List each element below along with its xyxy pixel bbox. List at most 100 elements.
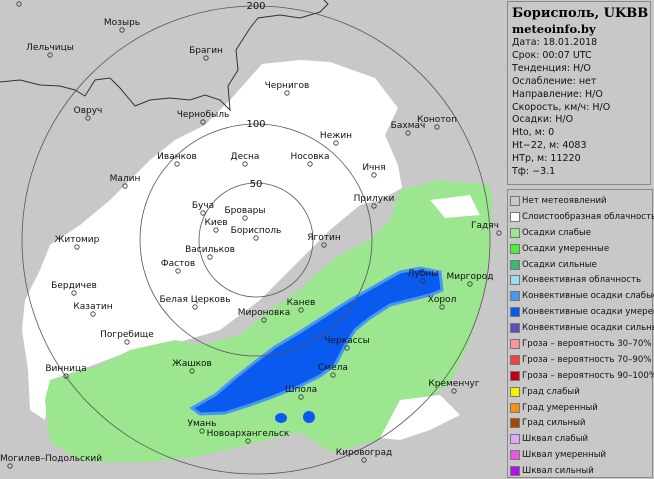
city-label: Канев (287, 298, 316, 308)
convective-cell (275, 413, 287, 423)
legend-label: Осадки сильные (522, 259, 597, 270)
legend-label: Град сильный (522, 418, 586, 429)
legend-swatch (510, 354, 520, 365)
range-ring-50 (198, 182, 314, 298)
city-marker (200, 119, 206, 125)
city-label: Белая Церковь (159, 295, 230, 305)
info-line: Дата: 18.01.2018 (512, 37, 598, 48)
city-marker (85, 115, 91, 121)
range-ring-100 (139, 123, 373, 357)
city-label: Смела (318, 363, 348, 373)
city-marker (420, 278, 426, 284)
city-label: Кировоград (336, 448, 392, 458)
stratiform-cloud-area (22, 60, 402, 420)
city-label: Нежин (320, 131, 352, 141)
city-label: Яготин (307, 233, 341, 243)
convective-cell (303, 411, 315, 423)
legend-swatch (510, 386, 520, 397)
info-line: Скорость, км/ч: Н/О (512, 101, 611, 113)
city-label: Мозырь (104, 18, 140, 28)
city-label: Мироновка (238, 308, 290, 318)
city-marker (174, 161, 180, 167)
city-label: Житомир (55, 235, 100, 245)
legend-item: Осадки умеренные (510, 241, 652, 257)
city-marker (124, 339, 130, 345)
legend-swatch (510, 338, 520, 349)
legend-label: Конвективные осадки слабые (522, 291, 654, 302)
city-marker (307, 161, 313, 167)
legend-item: Конвективные осадки умерен. (510, 304, 654, 320)
city-label: Новоархангельск (207, 429, 290, 439)
city-label: Гадяч (471, 221, 499, 231)
legend-swatch (510, 307, 520, 318)
city-label: Брагин (189, 46, 223, 56)
legend-item: Гроза – вероятность 30–70% (510, 336, 652, 352)
city-label: Жашков (172, 359, 212, 369)
info-line: Осадки: Н/О (512, 114, 574, 126)
info-line: Ht−22, м: 4083 (512, 140, 587, 152)
legend-item: Осадки слабые (510, 225, 652, 241)
legend-swatch (510, 243, 520, 254)
legend-item: Гроза – вероятность 70–90% (510, 352, 652, 368)
range-ring-200 (21, 5, 491, 475)
city-marker (90, 311, 96, 317)
city-label: Казатин (73, 302, 112, 312)
city-label: Малин (110, 174, 141, 184)
legend-swatch (510, 418, 520, 429)
legend-label: Нет метеоявлений (522, 195, 607, 206)
city-marker (405, 130, 411, 136)
city-label: Лельчицы (26, 43, 74, 53)
radar-info-panel: Борисполь, UKBB meteoinfo.by Дата: 18.01… (507, 1, 651, 185)
city-label: Борисполь (231, 226, 282, 236)
city-label: Десна (231, 152, 260, 162)
legend-swatch (510, 211, 520, 222)
city-label: Чернобыль (177, 110, 230, 120)
cloud-patch (430, 195, 480, 218)
city-label: Бердичев (51, 281, 97, 291)
legend-label: Шквал сильный (522, 466, 594, 477)
ring-label-50: 50 (250, 179, 263, 190)
info-line: Срок: 00:07 UTC (512, 49, 592, 61)
city-marker (213, 227, 219, 233)
city-label: Овруч (74, 106, 103, 116)
city-label: Носовка (291, 152, 330, 162)
legend-swatch (510, 370, 520, 381)
city-label: Чернигов (265, 81, 310, 91)
ring-label-100: 100 (246, 119, 265, 130)
legend-label: Конвективная облачность (522, 275, 642, 286)
info-line: Hto, м: 0 (512, 127, 555, 139)
city-marker (199, 428, 205, 434)
legend-swatch (510, 450, 520, 461)
legend-label: Гроза – вероятность 90–100% (522, 370, 654, 381)
legend-item: Конвективные осадки сильные (510, 320, 654, 336)
radar-station-title: Борисполь, UKBB (512, 6, 649, 21)
legend-swatch (510, 466, 520, 477)
legend-item: Шквал умеренный (510, 447, 652, 463)
legend-label: Осадки слабые (522, 227, 592, 238)
city-marker (298, 307, 304, 313)
city-marker (245, 438, 251, 444)
city-label: Бахмач (391, 121, 426, 131)
city-label: Ичня (362, 163, 385, 173)
convective-precipitation-area (189, 266, 444, 416)
legend-label: Шквал умеренный (522, 450, 607, 461)
legend-label: Шквал слабый (522, 434, 589, 445)
state-border (0, 0, 329, 112)
info-line: Направление: Н/О (512, 88, 603, 100)
city-label: Иванков (157, 152, 197, 162)
city-marker (371, 172, 377, 178)
city-marker (122, 183, 128, 189)
legend-item: Гроза – вероятность 90–100% (510, 368, 654, 384)
city-label: Фастов (161, 259, 195, 269)
city-marker (207, 254, 213, 260)
ring-label-200: 200 (246, 1, 265, 12)
city-marker (242, 215, 248, 221)
city-label: Погребище (100, 330, 154, 340)
legend-item: Конвективные осадки слабые (510, 288, 654, 304)
info-line: Тф: −3.1 (512, 166, 556, 178)
legend-label: Осадки умеренные (522, 243, 610, 254)
city-marker (451, 388, 457, 394)
legend-swatch (510, 323, 520, 334)
legend-swatch (510, 275, 520, 286)
legend-label: Слоистообразная облачность (522, 211, 654, 222)
